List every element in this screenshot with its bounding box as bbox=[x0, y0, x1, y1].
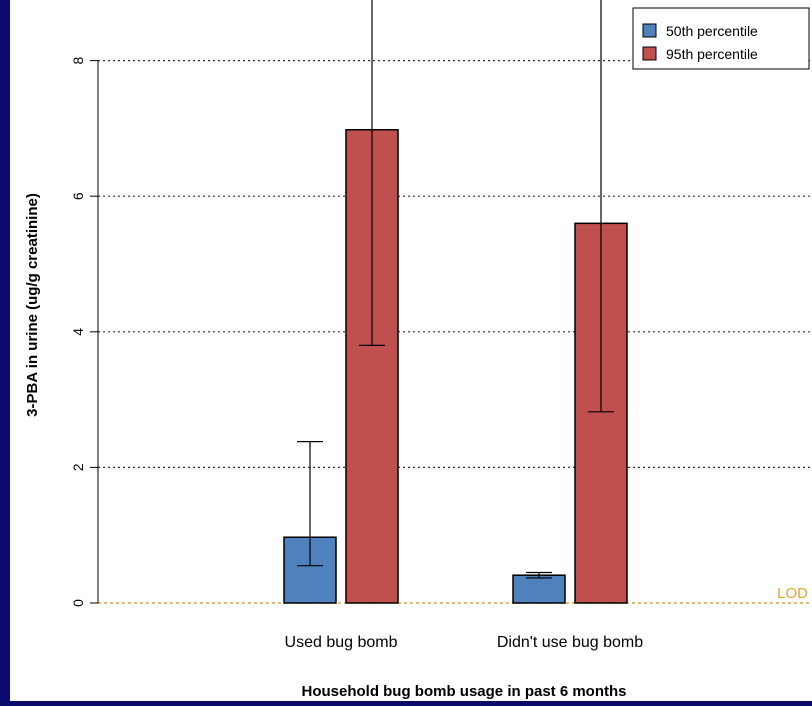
y-tick-label: 2 bbox=[70, 463, 86, 471]
legend-swatch-95th bbox=[642, 46, 657, 61]
y-tick-label: 0 bbox=[70, 599, 86, 607]
legend-label-50th: 50th percentile bbox=[666, 23, 758, 39]
legend-swatch-50th bbox=[642, 23, 657, 38]
bar-chart: LOD 0 2 4 6 8 Used bug bomb Didn't use bug bo… bbox=[24, 0, 812, 700]
y-axis-title: 3-PBA in urine (ug/g creatinine) bbox=[24, 193, 41, 417]
slide-border bbox=[0, 0, 10, 701]
y-axis: 0 2 4 6 8 bbox=[70, 56, 99, 607]
chart-panel: LOD 0 2 4 6 8 Used bug bomb Didn't use bug bo… bbox=[10, 0, 812, 701]
bars bbox=[283, 129, 628, 604]
lod-reference: LOD bbox=[98, 585, 812, 604]
legend: 50th percentile 95th percentile bbox=[632, 7, 810, 70]
x-category-label: Used bug bomb bbox=[285, 634, 398, 651]
x-axis-title: Household bug bomb usage in past 6 month… bbox=[301, 683, 626, 700]
y-tick-label: 8 bbox=[70, 56, 86, 64]
x-category-labels: Used bug bomb Didn't use bug bomb bbox=[285, 634, 644, 651]
x-category-label: Didn't use bug bomb bbox=[497, 634, 643, 651]
error-bars bbox=[297, 0, 614, 579]
y-tick-label: 6 bbox=[70, 192, 86, 200]
lod-label: LOD bbox=[777, 585, 808, 602]
legend-box bbox=[632, 7, 810, 70]
bar-50th-1 bbox=[512, 574, 566, 604]
y-tick-label: 4 bbox=[70, 328, 86, 336]
legend-label-95th: 95th percentile bbox=[666, 46, 758, 62]
gridlines bbox=[98, 59, 812, 468]
